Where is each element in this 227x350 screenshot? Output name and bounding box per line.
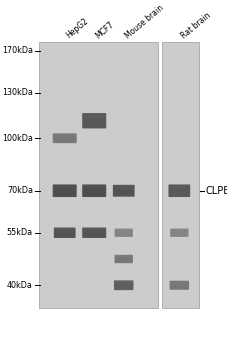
Text: 100kDa: 100kDa — [2, 134, 33, 143]
FancyBboxPatch shape — [82, 113, 106, 128]
FancyBboxPatch shape — [114, 280, 133, 290]
FancyBboxPatch shape — [171, 284, 188, 289]
FancyBboxPatch shape — [53, 184, 77, 197]
FancyBboxPatch shape — [170, 281, 189, 290]
FancyBboxPatch shape — [84, 231, 105, 237]
FancyBboxPatch shape — [54, 228, 76, 238]
Text: 70kDa: 70kDa — [7, 186, 33, 195]
FancyBboxPatch shape — [116, 231, 132, 236]
Text: CLPB: CLPB — [205, 186, 227, 196]
FancyBboxPatch shape — [115, 229, 133, 237]
Text: MCF7: MCF7 — [94, 20, 116, 40]
FancyBboxPatch shape — [54, 189, 75, 196]
FancyBboxPatch shape — [54, 137, 75, 142]
Text: 170kDa: 170kDa — [2, 46, 33, 55]
FancyBboxPatch shape — [170, 229, 189, 237]
FancyBboxPatch shape — [114, 189, 133, 195]
FancyBboxPatch shape — [84, 189, 105, 196]
FancyBboxPatch shape — [170, 189, 189, 196]
FancyBboxPatch shape — [84, 119, 105, 127]
FancyBboxPatch shape — [113, 185, 135, 197]
Text: HepG2: HepG2 — [65, 17, 90, 40]
Bar — [162, 42, 199, 308]
FancyBboxPatch shape — [168, 184, 190, 197]
FancyBboxPatch shape — [115, 255, 133, 263]
FancyBboxPatch shape — [53, 133, 77, 143]
FancyBboxPatch shape — [82, 228, 106, 238]
FancyBboxPatch shape — [55, 231, 74, 237]
FancyBboxPatch shape — [115, 284, 132, 289]
FancyBboxPatch shape — [82, 184, 106, 197]
FancyBboxPatch shape — [116, 258, 132, 262]
Bar — [39, 42, 158, 308]
Text: Rat brain: Rat brain — [179, 10, 212, 40]
Text: 130kDa: 130kDa — [2, 88, 33, 97]
Text: 55kDa: 55kDa — [7, 228, 33, 237]
Text: 40kDa: 40kDa — [7, 281, 33, 290]
FancyBboxPatch shape — [172, 231, 187, 236]
Text: Mouse brain: Mouse brain — [124, 3, 166, 40]
